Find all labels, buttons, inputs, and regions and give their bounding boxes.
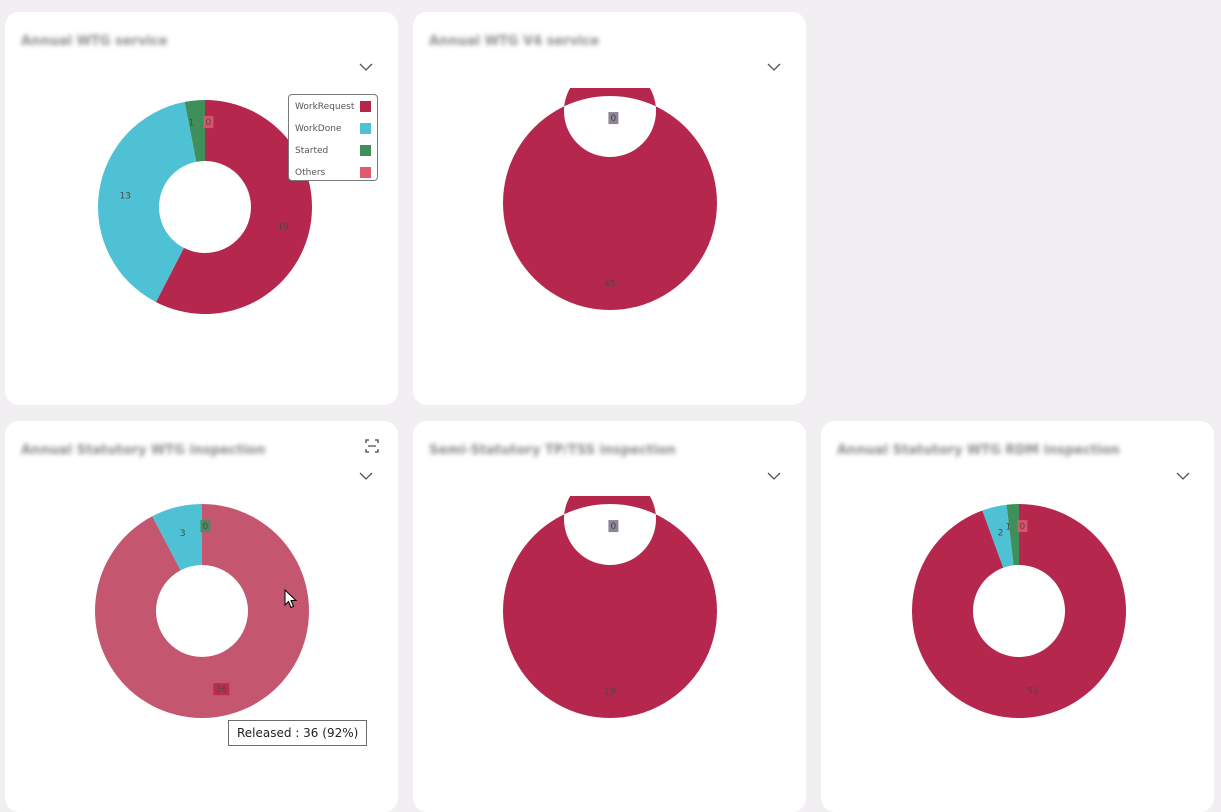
donut-chart[interactable]: 19 0: [495, 496, 725, 726]
slice-workdone[interactable]: [98, 101, 197, 303]
slice-workdone[interactable]: [152, 504, 202, 571]
data-label-workdone: 13: [120, 192, 131, 202]
chart-card-5: Annual Statutory WTG RDM inspection 51 2 1…: [821, 421, 1214, 812]
chevron-down-icon[interactable]: [358, 59, 374, 75]
donut-chart[interactable]: 36 3 0: [87, 496, 317, 726]
chart-card-1: Annual WTG service 19 13 1 0 WorkRequest Wo…: [5, 12, 398, 405]
data-label-started: 1: [1005, 522, 1011, 532]
chevron-down-icon[interactable]: [358, 468, 374, 484]
card-title: Annual Statutory WTG RDM inspection: [837, 443, 1120, 458]
chevron-down-icon[interactable]: [766, 468, 782, 484]
legend-item-workdone[interactable]: WorkDone: [295, 123, 371, 135]
data-label-started: 1: [188, 119, 194, 129]
data-label-box: [608, 520, 619, 533]
data-label-started: 0: [203, 522, 209, 532]
slice-workrequest[interactable]: [155, 100, 313, 314]
slice-started[interactable]: [1006, 504, 1019, 566]
data-label-box: [203, 116, 214, 129]
data-label-workrequest: 19: [278, 222, 290, 232]
data-label-others: 0: [611, 114, 617, 124]
slice-started[interactable]: [184, 100, 205, 162]
slice-workrequest[interactable]: [912, 504, 1126, 718]
legend-swatch: [360, 145, 371, 156]
card-title: Annual WTG V4 service: [429, 34, 600, 49]
chart-card-3: Annual Statutory WTG inspection 36 3 0: [5, 421, 398, 812]
data-label-workrequest: 45: [604, 280, 615, 290]
slice-workrequest[interactable]: [503, 88, 717, 310]
data-label-box: [1017, 520, 1028, 533]
legend-item-others[interactable]: Others: [295, 167, 371, 179]
slice-workrequest[interactable]: [503, 496, 717, 718]
mouse-pointer-icon: [284, 589, 298, 609]
chart-card-2: Annual WTG V4 service 45 0: [413, 12, 806, 405]
legend-swatch: [360, 167, 371, 178]
data-label-others: 0: [206, 118, 212, 128]
data-label-workdone: 3: [180, 529, 186, 539]
data-label-workrequest: 51: [1027, 686, 1038, 696]
data-label-box: [200, 520, 211, 533]
legend-item-workrequest[interactable]: WorkRequest: [295, 101, 371, 113]
data-label-others: 0: [611, 522, 617, 532]
donut-chart[interactable]: 19 13 1 0: [90, 92, 320, 322]
chart-card-4: Semi-Statutory TP/TSS inspection 19 0: [413, 421, 806, 812]
chart-legend: WorkRequest WorkDone Started Others: [288, 94, 378, 181]
data-label-box: [608, 112, 619, 125]
data-label-workdone: 2: [998, 529, 1004, 539]
expand-icon[interactable]: [364, 438, 380, 454]
chart-tooltip: Released : 36 (92%): [228, 720, 368, 746]
slice-released[interactable]: [94, 504, 309, 718]
card-title: Annual Statutory WTG inspection: [21, 443, 266, 458]
data-label-released: 36: [216, 685, 228, 695]
data-label-others: 0: [1020, 522, 1026, 532]
data-label-workrequest: 19: [604, 688, 616, 698]
legend-swatch: [360, 123, 371, 134]
card-title: Semi-Statutory TP/TSS inspection: [429, 443, 676, 458]
slice-workdone[interactable]: [982, 504, 1014, 568]
data-label-box: [213, 683, 230, 696]
legend-item-started[interactable]: Started: [295, 145, 371, 157]
chevron-down-icon[interactable]: [1175, 468, 1191, 484]
legend-swatch: [360, 101, 371, 112]
card-title: Annual WTG service: [21, 34, 168, 49]
donut-chart[interactable]: 51 21 0: [904, 496, 1134, 726]
donut-chart[interactable]: 45 0: [495, 88, 725, 318]
chevron-down-icon[interactable]: [766, 59, 782, 75]
